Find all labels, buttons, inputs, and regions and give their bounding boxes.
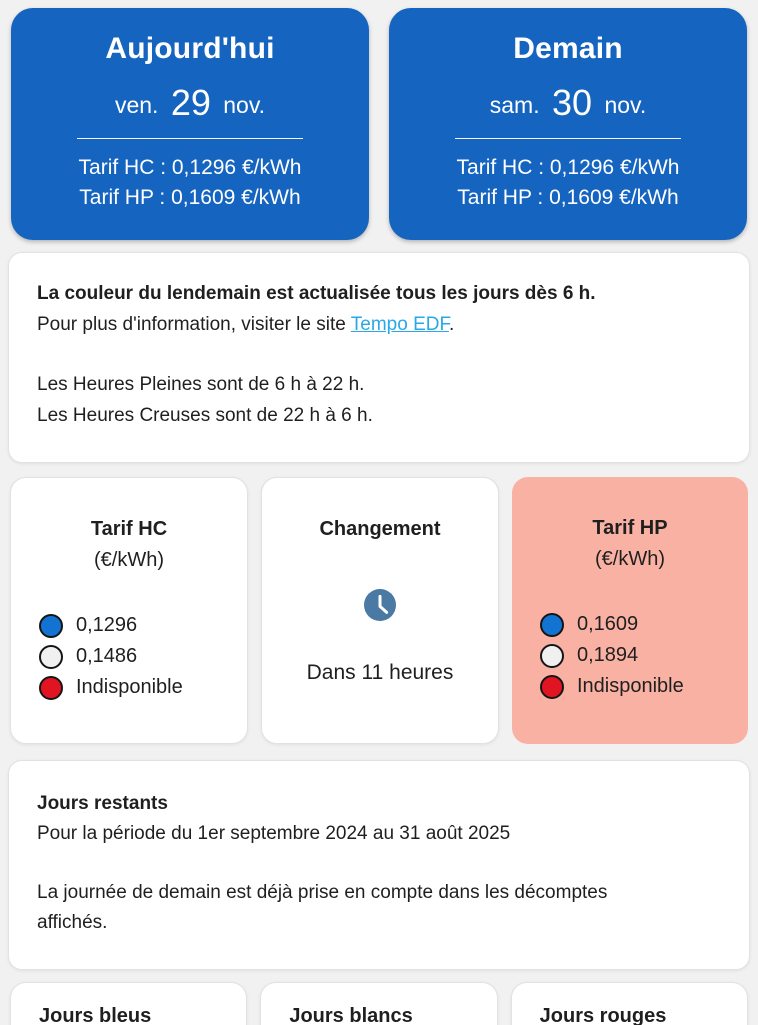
tomorrow-tarif-hp: Tarif HP : 0,1609 €/kWh [457,186,679,210]
tomorrow-title: Demain [513,32,623,65]
tomorrow-separator [455,138,681,139]
info-update-notice: La couleur du lendemain est actualisée t… [37,282,596,304]
tomorrow-day-abbrev: sam. [489,92,540,118]
red-dot-icon [540,674,564,699]
legend-row-white: 0,1486 [39,644,247,669]
info-heures-pleines: Les Heures Pleines sont de 6 h à 22 h. [37,374,365,396]
red-dot-icon [39,675,63,700]
blue-dot-icon [540,612,564,637]
changement-title: Changement [319,517,441,540]
jours-blancs-card: Jours blancs 37/43 [260,981,498,1025]
info-card: La couleur du lendemain est actualisée t… [8,251,750,463]
white-dot-icon [39,644,63,669]
tarif-hp-unit: (€/kWh) [595,547,665,570]
tarif-hc-white-value: 0,1486 [76,645,138,668]
today-day-number: 29 [170,82,211,123]
today-title: Aujourd'hui [105,32,275,65]
legend-row-white: 0,1894 [540,643,748,668]
tarif-hp-white-value: 0,1894 [577,644,639,667]
tomorrow-card: Demain sam. 30 nov. Tarif HC : 0,1296 €/… [389,8,747,240]
info-spacer [37,340,721,370]
changement-countdown: Dans 11 heures [306,660,454,684]
jours-rouges-title: Jours rouges [539,1004,667,1025]
jours-restants-note: La journée de demain est déjà prise en c… [37,881,608,934]
info-link-line: Pour plus d'information, visiter le site… [37,310,721,341]
jours-restants-period: Pour la période du 1er septembre 2024 au… [37,823,511,845]
tarif-hc-card: Tarif HC (€/kWh) 0,1296 0,1486 Indisponi… [10,476,248,744]
today-day-abbrev: ven. [114,92,159,118]
jours-restants-title: Jours restants [37,792,168,814]
tarif-hp-title: Tarif HP [592,516,668,539]
jours-rouges-card: Jours rouges 22/22 [510,981,748,1025]
today-card: Aujourd'hui ven. 29 nov. Tarif HC : 0,12… [11,8,369,240]
day-cards-row: Aujourd'hui ven. 29 nov. Tarif HC : 0,12… [0,8,758,240]
day-counters-row: Jours bleus 215/301 Jours blancs 37/43 J… [10,981,748,1025]
jours-restants-card: Jours restants Pour la période du 1er se… [8,759,750,970]
today-month-abbrev: nov. [223,92,266,118]
tomorrow-tarif-hc: Tarif HC : 0,1296 €/kWh [456,156,680,179]
tempo-edf-link[interactable]: Tempo EDF [350,313,449,335]
jours-bleus-card: Jours bleus 215/301 [10,981,248,1025]
tarif-hc-legend: 0,1296 0,1486 Indisponible [39,613,247,700]
today-tarif-hp: Tarif HP : 0,1609 €/kWh [79,186,301,210]
info-heures-creuses: Les Heures Creuses sont de 22 h à 6 h. [37,405,373,427]
tarif-hc-blue-value: 0,1296 [76,614,138,637]
today-tarif-hc: Tarif HC : 0,1296 €/kWh [78,156,302,179]
changement-card: Changement Dans 11 heures [261,476,499,744]
tarif-hp-legend: 0,1609 0,1894 Indisponible [540,612,748,699]
jours-bleus-title: Jours bleus [39,1004,152,1025]
info-link-suffix: . [448,313,455,335]
tarif-hc-title: Tarif HC [90,517,168,540]
clock-icon [364,588,396,621]
tomorrow-day-number: 30 [552,82,593,123]
tomorrow-date: sam. 30 nov. [397,82,739,124]
tarif-hc-red-value: Indisponible [76,676,183,699]
today-date: ven. 29 nov. [19,82,361,124]
legend-row-red: Indisponible [540,674,748,699]
info-link-prefix: Pour plus d'information, visiter le site [37,313,351,335]
legend-row-blue: 0,1296 [39,613,247,638]
tarif-hp-card: Tarif HP (€/kWh) 0,1609 0,1894 Indisponi… [512,476,748,744]
tomorrow-month-abbrev: nov. [604,92,647,118]
blue-dot-icon [39,613,63,638]
jours-restants-spacer [37,850,721,878]
white-dot-icon [540,643,564,668]
tariff-cards-row: Tarif HC (€/kWh) 0,1296 0,1486 Indisponi… [10,476,748,744]
tarif-hp-red-value: Indisponible [577,675,684,698]
tarif-hp-blue-value: 0,1609 [577,613,639,636]
legend-row-red: Indisponible [39,675,247,700]
jours-blancs-title: Jours blancs [289,1004,413,1025]
today-separator [77,138,303,139]
tarif-hc-unit: (€/kWh) [94,548,164,571]
legend-row-blue: 0,1609 [540,612,748,637]
